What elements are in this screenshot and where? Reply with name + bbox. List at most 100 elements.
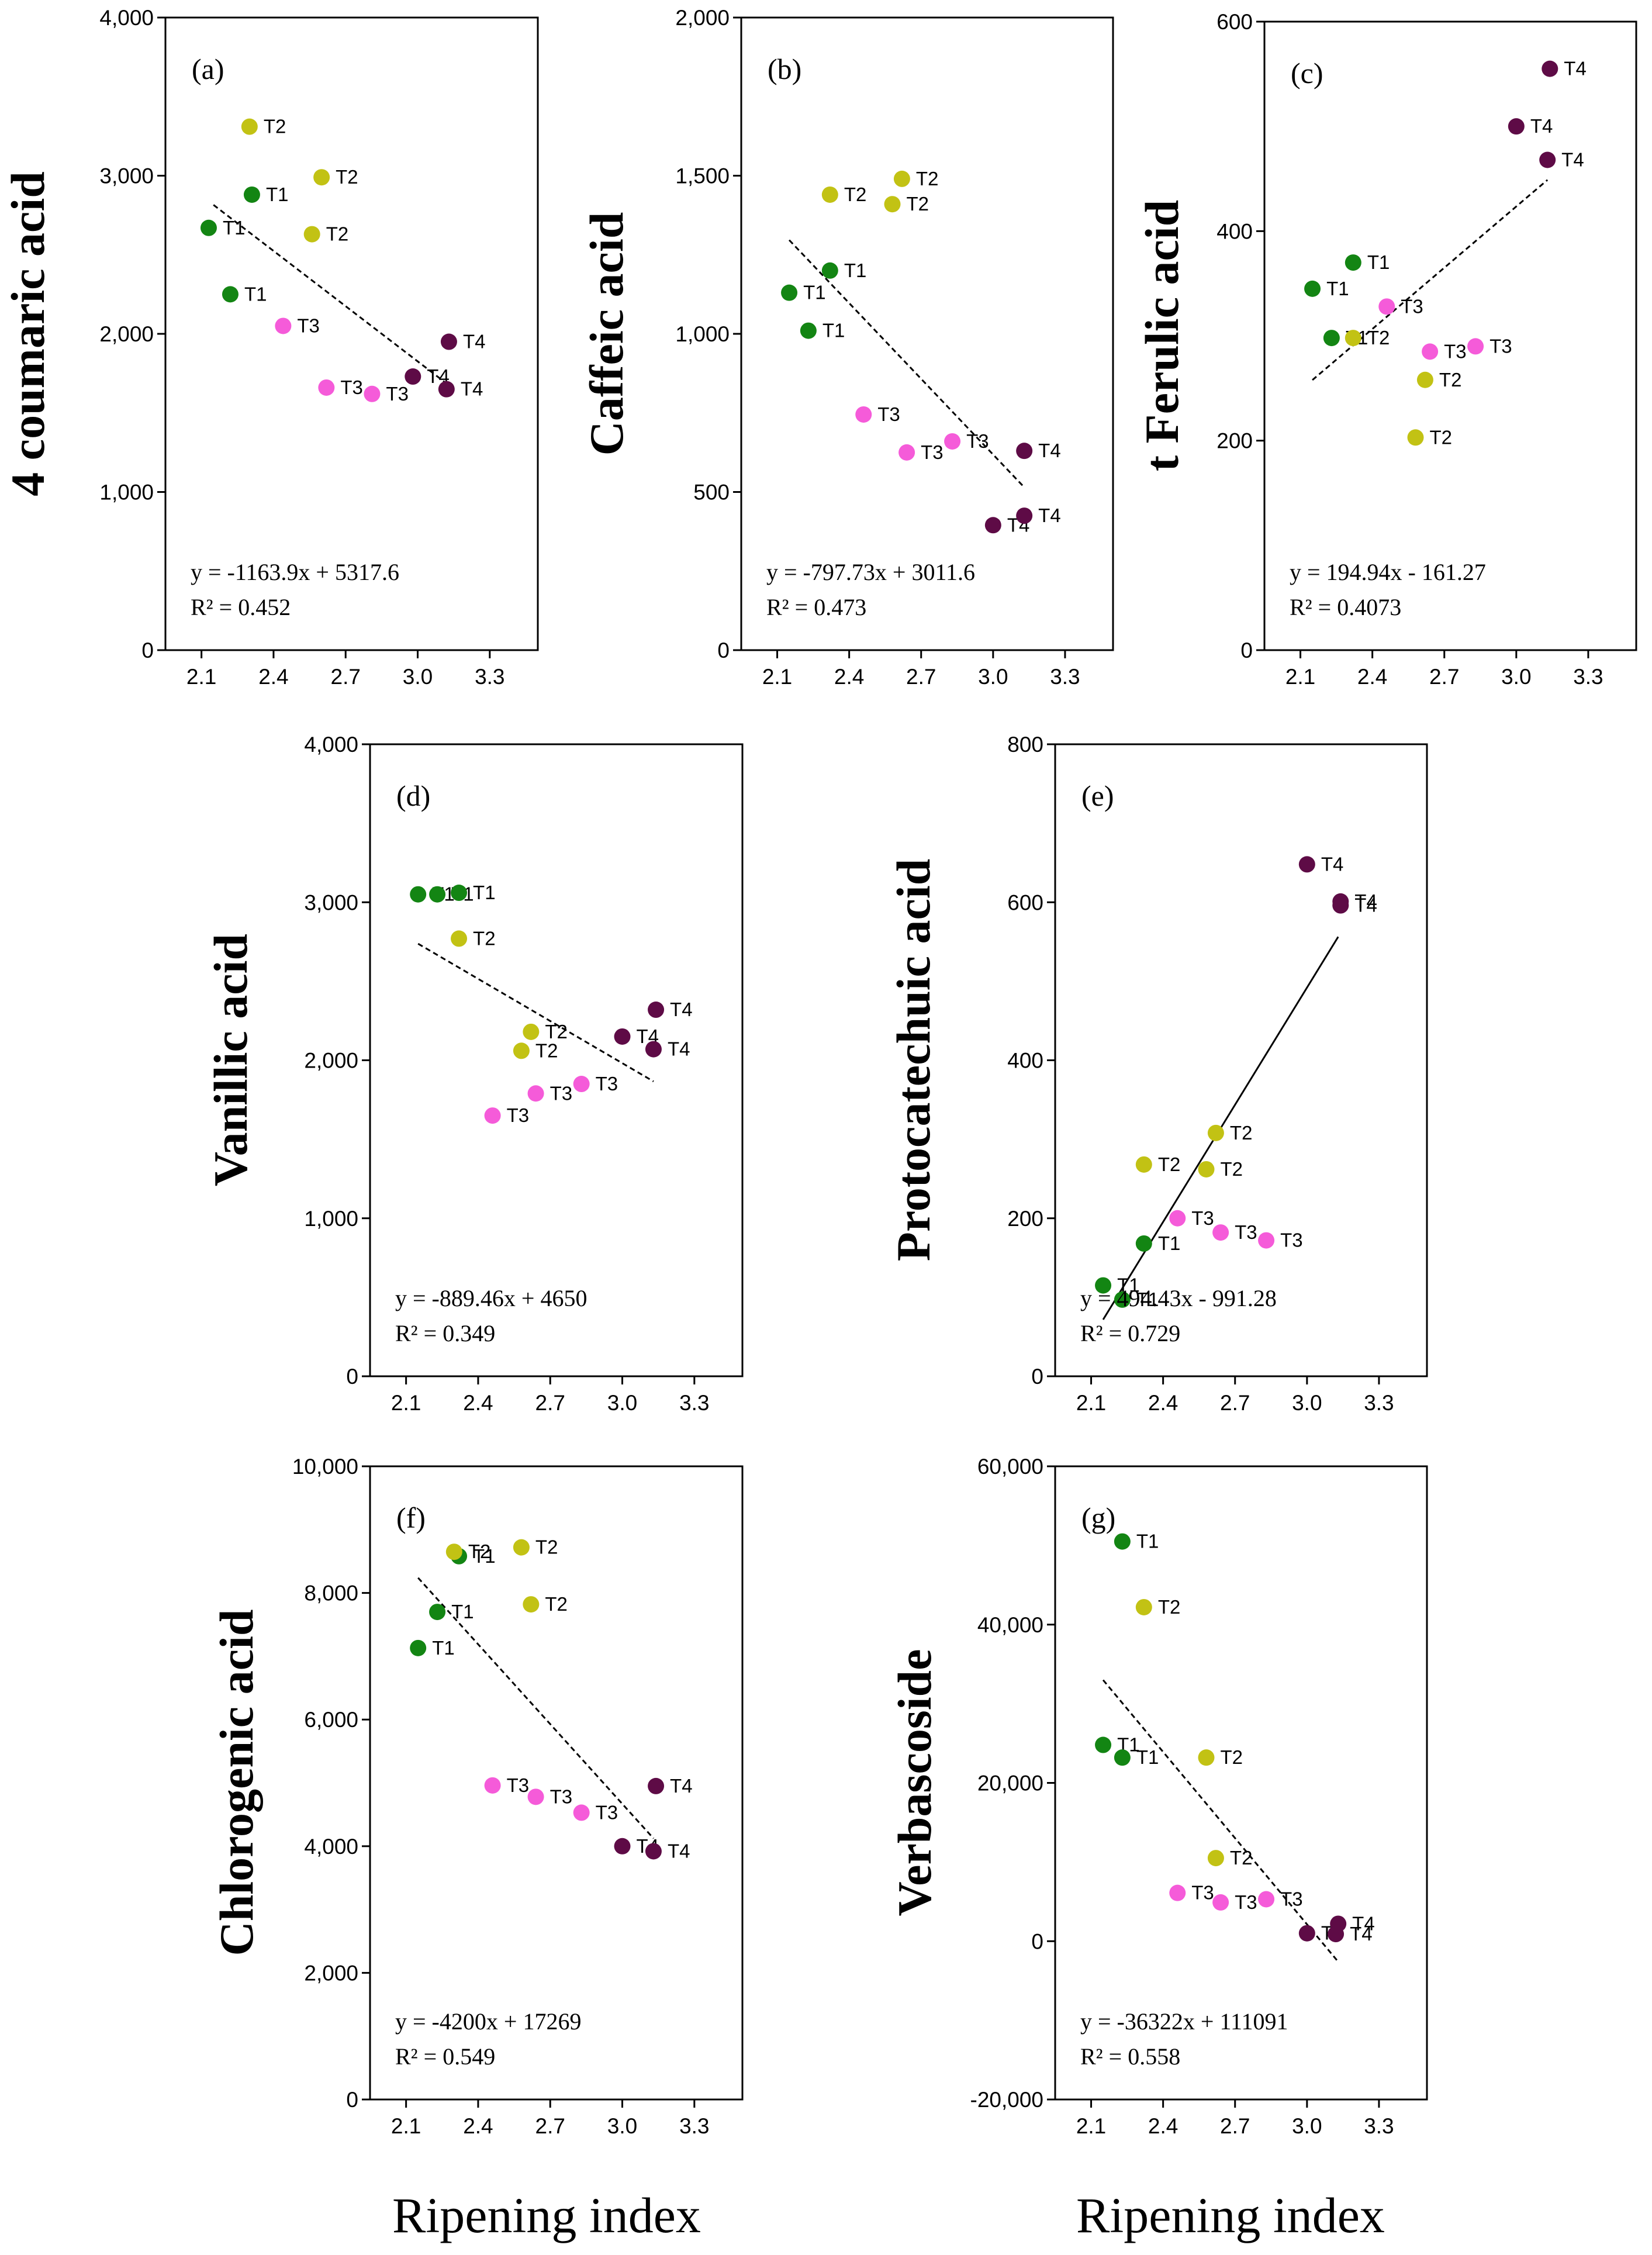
data-point-t1	[1135, 1235, 1152, 1252]
y-tick-label: 600	[1007, 890, 1043, 914]
data-point-t4	[645, 1041, 662, 1058]
trend-line	[1312, 179, 1549, 381]
data-point-t2	[513, 1539, 530, 1556]
point-label: T4	[461, 378, 483, 400]
y-tick-label: 0	[1031, 1365, 1043, 1389]
x-tick-label: 3.0	[607, 1391, 637, 1415]
point-label: T2	[535, 1536, 558, 1558]
data-point-t4	[438, 381, 455, 398]
y-axis-label: Verbascoside	[888, 1649, 941, 1916]
point-label: T1	[844, 260, 867, 281]
point-label: T1	[822, 320, 845, 341]
panel-tag: (a)	[192, 53, 224, 85]
y-tick-label: 200	[1216, 429, 1253, 453]
point-label: T1	[1158, 1232, 1181, 1254]
panel-a: 0 1,000 2,000 3,000 4,000 2.1 2.4 2.7 3.0 3.3 4 co…	[1, 6, 539, 689]
data-point-t1	[410, 1639, 427, 1656]
panel-tag: (g)	[1081, 1501, 1115, 1534]
data-point-t1	[1095, 1277, 1112, 1294]
y-tick-label: 10,000	[292, 1455, 358, 1479]
point-label: T1	[473, 882, 496, 903]
x-tick-label: 2.1	[762, 665, 792, 689]
x-tick-label: 3.0	[1292, 1391, 1322, 1415]
point-label: T3	[1191, 1207, 1214, 1229]
r-squared: R² = 0.452	[191, 594, 291, 620]
x-tick-label: 3.3	[475, 665, 504, 689]
data-point-t1	[1323, 330, 1340, 347]
data-point-t4	[1508, 118, 1525, 135]
point-label: T1	[266, 184, 289, 205]
x-tick-label: 3.3	[679, 1391, 709, 1415]
data-point-t4	[1298, 856, 1315, 873]
x-tick-label: 2.7	[1429, 665, 1459, 689]
y-axis-label: Chlorogenic acid	[210, 1610, 263, 1956]
point-label: T3	[507, 1104, 530, 1126]
x-tick-label: 2.4	[463, 1391, 493, 1415]
data-point-t4	[984, 517, 1001, 534]
x-tick-label: 3.0	[607, 2114, 637, 2138]
y-tick-label: 0	[717, 638, 730, 662]
data-point-t3	[1169, 1884, 1186, 1901]
y-tick-label: 1,000	[99, 481, 154, 505]
regression-equation: y = -797.73x + 3011.6	[766, 559, 975, 585]
data-point-t2	[1407, 429, 1424, 446]
data-point-t1	[243, 186, 260, 203]
point-label: T4	[1350, 1923, 1373, 1945]
point-label: T3	[596, 1801, 618, 1823]
y-tick-label: 1,000	[304, 1207, 358, 1231]
x-tick-label: 2.4	[1357, 665, 1387, 689]
x-tick-label: 3.3	[1364, 2114, 1394, 2138]
panel-f: 0 2,000 4,000 6,000 8,000 10,000 2.1 2.4 2.7 3.0 3…	[210, 1455, 744, 2138]
point-label: T4	[463, 331, 486, 353]
panel-tag: (c)	[1291, 57, 1323, 89]
y-axis-label: Caffeic acid	[580, 212, 633, 456]
point-label: T4	[1038, 505, 1061, 526]
x-tick-label: 2.1	[391, 1391, 421, 1415]
y-tick-label: 4,000	[99, 6, 154, 30]
data-point-t4	[1539, 151, 1556, 168]
data-point-t3	[484, 1777, 501, 1794]
trend-line	[417, 942, 654, 1083]
x-axis-label-left: Ripening index	[392, 2187, 701, 2243]
point-label: T1	[451, 1601, 474, 1622]
data-point-t2	[1416, 371, 1433, 388]
data-point-t1	[200, 219, 217, 236]
point-label: T2	[907, 193, 929, 215]
x-tick-label: 2.1	[1076, 2114, 1106, 2138]
point-label: T2	[1230, 1847, 1253, 1869]
x-tick-label: 3.3	[1050, 665, 1080, 689]
data-point-t4	[648, 1777, 665, 1794]
x-tick-label: 2.7	[331, 665, 361, 689]
data-point-t2	[1345, 330, 1361, 347]
y-tick-label: 0	[1031, 1929, 1043, 1953]
plot-frame	[1263, 20, 1637, 651]
data-point-t3	[1212, 1224, 1229, 1241]
point-label: T1	[1136, 1531, 1159, 1552]
r-squared: R² = 0.349	[395, 1320, 495, 1346]
point-label: T2	[1230, 1122, 1253, 1144]
data-point-t3	[1258, 1891, 1275, 1908]
data-point-t1	[1304, 280, 1321, 297]
trend-line	[417, 1577, 655, 1839]
y-tick-label: 1,500	[675, 164, 730, 188]
point-label: T4	[1530, 115, 1553, 137]
y-tick-label: 0	[346, 2088, 358, 2112]
point-label: T2	[916, 168, 939, 189]
data-point-t2	[523, 1596, 540, 1613]
data-point-t2	[1207, 1124, 1224, 1141]
point-label: T2	[264, 116, 286, 137]
point-label: T4	[670, 999, 693, 1020]
point-label: T4	[668, 1840, 690, 1862]
x-tick-label: 2.4	[463, 2114, 493, 2138]
point-label: T4	[670, 1775, 693, 1797]
point-label: T4	[1038, 440, 1061, 461]
point-label: T4	[1354, 895, 1377, 916]
data-point-t2	[451, 930, 468, 947]
y-tick-label: 600	[1216, 10, 1253, 34]
y-axis-label: Vanillic acid	[204, 934, 257, 1186]
panel-d: 0 1,000 2,000 3,000 4,000 2.1 2.4 2.7 3.0 3.3 Vani…	[204, 733, 744, 1415]
data-point-t3	[527, 1085, 544, 1102]
x-tick-label: 3.3	[1364, 1391, 1394, 1415]
data-point-t2	[821, 186, 838, 203]
